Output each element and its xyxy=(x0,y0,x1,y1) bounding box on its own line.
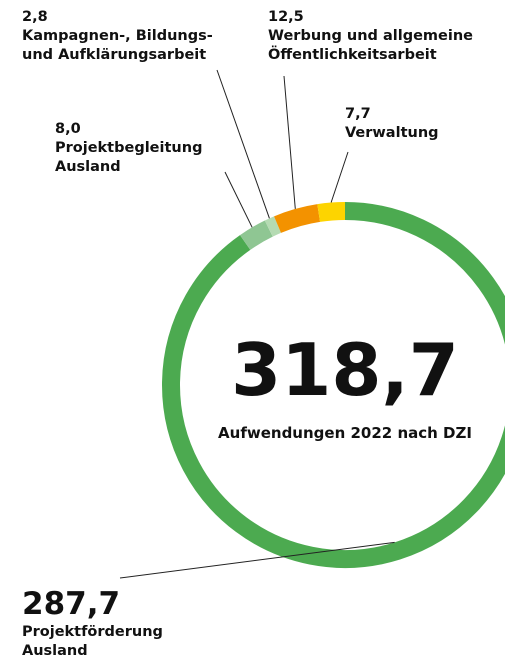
leader-line xyxy=(224,171,253,228)
segment-label: 7,7 Verwaltung xyxy=(345,105,439,143)
category-label: Projektbegleitung Ausland xyxy=(55,140,203,175)
category-label: Verwaltung xyxy=(345,125,439,141)
donut-segment xyxy=(317,202,346,222)
leader-line xyxy=(216,69,270,219)
segment-label: 2,8 Kampagnen-, Bildungs- und Aufklärungs… xyxy=(22,8,213,65)
category-label: Projektförderung Ausland xyxy=(22,624,163,659)
donut-segment xyxy=(239,220,273,250)
value-label: 287,7 xyxy=(22,586,121,622)
leader-line xyxy=(283,75,296,209)
category-label: Werbung und allgemeine Öffentlichkeitsar… xyxy=(268,28,473,63)
value-label: 8,0 xyxy=(55,121,81,137)
category-label: Kampagnen-, Bildungs- und Aufklärungsarb… xyxy=(22,28,213,63)
value-label: 7,7 xyxy=(345,106,371,122)
subtitle: Aufwendungen 2022 nach DZI xyxy=(218,424,472,442)
value-label: 2,8 xyxy=(22,9,48,25)
donut-segment xyxy=(264,216,282,237)
donut-segment xyxy=(162,202,505,568)
segment-label: 12,5 Werbung und allgemeine Öffentlichkei… xyxy=(268,8,473,65)
leader-line xyxy=(330,151,349,203)
leader-line xyxy=(119,541,395,579)
center-value: 318,7 xyxy=(231,328,459,412)
segment-label: 287,7 Projektförderung Ausland xyxy=(22,585,163,661)
value-label: 12,5 xyxy=(268,9,304,25)
segment-label: 8,0 Projektbegleitung Ausland xyxy=(55,120,202,177)
donut-segment xyxy=(274,204,321,233)
